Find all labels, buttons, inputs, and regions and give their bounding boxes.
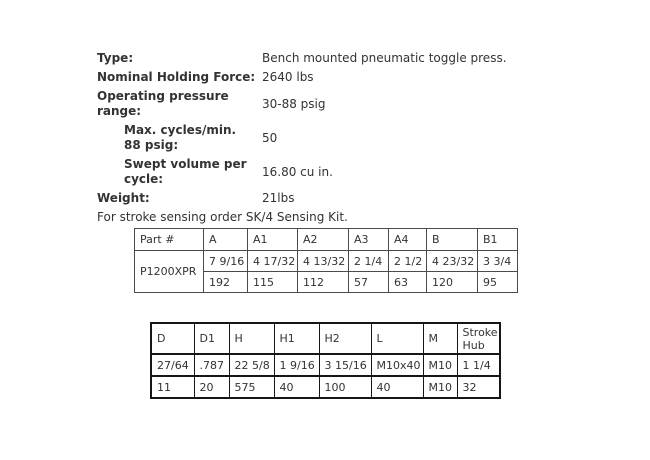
- column-header-d: D: [150, 322, 195, 355]
- table-cell: 3 3/4: [477, 250, 518, 272]
- spec-label-swept-volume: Swept volume per cycle:: [124, 157, 247, 186]
- table-cell: 57: [348, 271, 389, 293]
- column-header-m: M: [422, 322, 458, 355]
- table-cell: 3 15/16: [318, 353, 372, 377]
- spec-label-operating-pressure-range: Operating pressure range:: [97, 89, 229, 118]
- spec-label-nominal-holding-force: Nominal Holding Force:: [97, 70, 256, 84]
- column-header-a1: A1: [247, 228, 298, 251]
- table-row-inches: P1200XPR 7 9/16 4 17/32 4 13/32 2 1/4 2 …: [134, 250, 518, 293]
- table-cell: M10: [422, 375, 458, 399]
- column-header-d1: D1: [193, 322, 230, 355]
- table-cell: 192: [203, 271, 248, 293]
- spec-value-operating-pressure-range: 30-88 psig: [262, 96, 326, 111]
- column-header-l: L: [370, 322, 424, 355]
- table-row-mm: 192 115 112 57 63 120 95: [135, 271, 518, 293]
- table-cell: 115: [247, 271, 298, 293]
- table-cell: 7 9/16: [203, 250, 248, 272]
- table-cell: 27/64: [150, 353, 195, 377]
- column-header-h2: H2: [318, 322, 372, 355]
- spec-row-swept-volume: Swept volume per cycle: 16.80 cu in.: [97, 157, 542, 187]
- table-cell: 575: [228, 375, 275, 399]
- spec-label-weight: Weight:: [97, 191, 150, 205]
- table-cell: 1 1/4: [456, 353, 501, 377]
- column-header-a4: A4: [388, 228, 427, 251]
- column-header-a3: A3: [348, 228, 389, 251]
- column-header-h1: H1: [273, 322, 320, 355]
- table-cell: M10x40: [370, 353, 424, 377]
- table-cell: .787: [193, 353, 230, 377]
- spec-row-weight: Weight: 21lbs: [97, 191, 542, 206]
- spec-row-nominal-holding-force: Nominal Holding Force: 2640 lbs: [97, 70, 542, 85]
- column-header-a: A: [203, 228, 248, 251]
- specifications-list: Type: Bench mounted pneumatic toggle pre…: [97, 51, 542, 225]
- spec-label-type: Type:: [97, 51, 134, 65]
- part-number-cell: P1200XPR: [134, 250, 204, 293]
- spec-row-operating-pressure-range: Operating pressure range: 30-88 psig: [97, 89, 542, 119]
- secondary-dimensions-table: D D1 H H1 H2 L M Stroke Hub 27/64 .787 2…: [150, 322, 501, 399]
- table-row-inches: 27/64 .787 22 5/8 1 9/16 3 15/16 M10x40 …: [150, 353, 501, 377]
- column-header-b1: B1: [477, 228, 518, 251]
- table-cell: 120: [426, 271, 478, 293]
- table-cell: 20: [193, 375, 230, 399]
- spec-row-type: Type: Bench mounted pneumatic toggle pre…: [97, 51, 542, 66]
- spec-row-max-cycles: Max. cycles/min. 88 psig: 50: [97, 123, 542, 153]
- table-cell: 1 9/16: [273, 353, 320, 377]
- table-cell: 4 23/32: [426, 250, 478, 272]
- spec-label-max-cycles: Max. cycles/min. 88 psig:: [124, 123, 237, 152]
- column-header-a2: A2: [297, 228, 349, 251]
- column-header-part: Part #: [134, 228, 204, 251]
- table-cell: 95: [477, 271, 518, 293]
- table-header-row: D D1 H H1 H2 L M Stroke Hub: [150, 322, 501, 355]
- spec-value-max-cycles: 50: [262, 130, 278, 145]
- spec-value-weight: 21lbs: [262, 191, 295, 205]
- table-cell: 40: [273, 375, 320, 399]
- table-cell: 112: [297, 271, 349, 293]
- table-cell: 22 5/8: [228, 353, 275, 377]
- table-cell: 32: [456, 375, 501, 399]
- table-cell: 4 17/32: [247, 250, 298, 272]
- part-dimensions-table: Part # A A1 A2 A3 A4 B B1 P1200XPR 7 9/1…: [134, 228, 518, 293]
- table-cell: M10: [422, 353, 458, 377]
- column-header-b: B: [426, 228, 478, 251]
- table-row-mm: 11 20 575 40 100 40 M10 32: [150, 375, 501, 399]
- table-header-row: Part # A A1 A2 A3 A4 B B1: [134, 228, 518, 251]
- stroke-sensing-note: For stroke sensing order SK/4 Sensing Ki…: [97, 210, 348, 224]
- spec-value-type: Bench mounted pneumatic toggle press.: [262, 51, 507, 65]
- table-cell: 63: [388, 271, 427, 293]
- table-cell: 40: [370, 375, 424, 399]
- column-header-stroke-hub: Stroke Hub: [456, 322, 501, 355]
- table-cell: 2 1/2: [388, 250, 427, 272]
- spec-value-swept-volume: 16.80 cu in.: [262, 164, 333, 179]
- table-cell: 4 13/32: [297, 250, 349, 272]
- table-cell: 2 1/4: [348, 250, 389, 272]
- spec-value-nominal-holding-force: 2640 lbs: [262, 70, 314, 84]
- table-cell: 100: [318, 375, 372, 399]
- table-cell: 11: [150, 375, 195, 399]
- column-header-h: H: [228, 322, 275, 355]
